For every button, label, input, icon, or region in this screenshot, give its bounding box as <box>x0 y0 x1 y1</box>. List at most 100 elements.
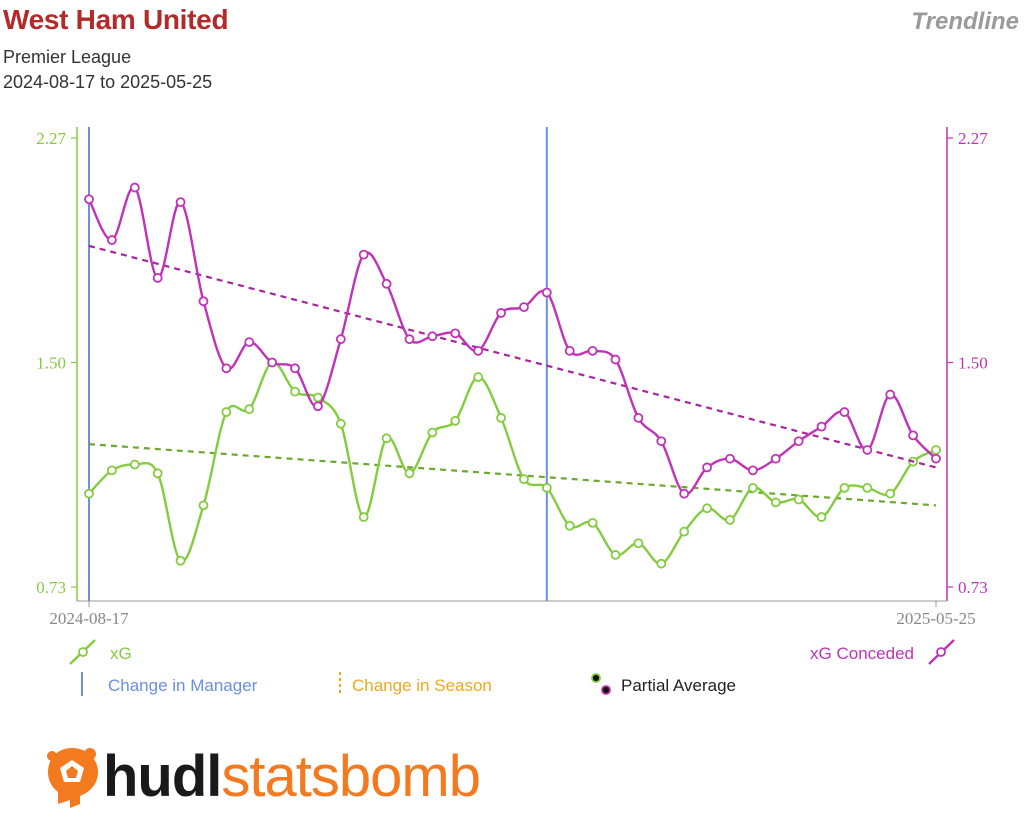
xg-conceded-point <box>610 354 621 365</box>
xg-conceded-point <box>885 389 896 400</box>
xg-point <box>770 497 781 508</box>
xg-point <box>106 465 117 476</box>
xg-point <box>793 494 804 505</box>
legend-season-change-label: Change in Season <box>352 676 492 695</box>
y-tick-label-right: 2.27 <box>958 129 988 148</box>
xg-conceded-point <box>770 453 781 464</box>
legend-xg-marker <box>78 647 88 657</box>
xg-point <box>541 482 552 493</box>
xg-conceded-point <box>839 407 850 417</box>
xg-point <box>725 515 735 525</box>
xg-conceded-point <box>519 302 529 313</box>
xg-conceded-point <box>450 328 461 339</box>
xg-conceded-point <box>427 331 438 342</box>
xg-point <box>496 412 506 423</box>
brand-statsbomb: statsbomb <box>221 744 481 809</box>
xg-conceded-point <box>381 278 392 289</box>
y-tick-label-right: 1.50 <box>958 354 988 373</box>
xg-conceded-point <box>633 412 644 423</box>
xg-conceded-point <box>358 249 369 260</box>
xg-point <box>862 482 873 493</box>
xg-point <box>679 526 690 537</box>
chart-axes: 0.73 0.73 1.50 1.50 2.27 2.27 2024-08-17 2025-0… <box>36 127 988 628</box>
xg-point <box>404 468 415 479</box>
xg-point <box>610 550 621 560</box>
xg-conceded-point <box>725 453 735 464</box>
xg-point <box>221 407 232 417</box>
xg-point <box>702 503 712 514</box>
y-tick-label-right: 0.73 <box>958 578 988 597</box>
xg-conceded-point <box>862 445 873 455</box>
legend-partial-average-xg-marker <box>591 673 601 683</box>
legend-xg-conceded-label: xG Conceded <box>810 644 914 663</box>
xg-point <box>633 538 644 549</box>
xg-conceded-point <box>656 436 667 447</box>
statsbomb-logo-icon <box>47 748 98 808</box>
xg-point <box>519 474 529 485</box>
xg-conceded-point <box>473 345 484 356</box>
xg-point <box>129 459 140 470</box>
xg-trendline <box>88 443 937 507</box>
xg-conceded-point <box>587 345 598 356</box>
xg-point <box>335 418 346 429</box>
xg-point <box>84 488 94 499</box>
xg-conceded-point <box>175 197 186 208</box>
xg-point <box>885 488 896 499</box>
xg-point <box>175 555 186 566</box>
xg-conceded-point <box>106 235 117 245</box>
x-tick-label: 2025-05-25 <box>896 609 975 628</box>
xg-conceded-point <box>129 182 140 193</box>
xg-conceded-point <box>702 462 712 473</box>
team-title: West Ham United <box>3 4 229 35</box>
xg-conceded-point <box>221 363 232 374</box>
legend-partial-average-label: Partial Average <box>621 676 736 695</box>
y-tick-label-left: 0.73 <box>36 578 66 597</box>
chart-type-tag: Trendline <box>911 8 1019 35</box>
xg-conceded-point <box>908 430 919 441</box>
xg-point <box>152 468 163 479</box>
xg-conceded-point <box>290 363 300 374</box>
xg-conceded-point <box>931 453 941 464</box>
xg-conceded-point <box>747 465 758 476</box>
x-tick-label: 2024-08-17 <box>49 609 129 628</box>
brand-hudl: hudl <box>103 744 222 809</box>
xg-point <box>931 445 941 455</box>
xg-point <box>839 482 850 493</box>
xg-point <box>816 512 827 522</box>
xg-point <box>290 386 300 397</box>
xg-point <box>198 500 209 511</box>
xg-point <box>450 415 461 426</box>
xg-point <box>313 392 323 403</box>
xg-conceded-point <box>335 334 346 345</box>
xg-point <box>473 372 484 382</box>
legend-partial-average-conceded-marker <box>601 685 611 695</box>
xg-conceded-point <box>816 421 827 432</box>
xg-conceded-point <box>313 401 323 412</box>
legend-marks <box>69 639 955 696</box>
xg-conceded-point <box>152 273 163 283</box>
xg-point <box>656 558 667 569</box>
xg-point <box>381 433 392 444</box>
xg-series-line <box>88 361 937 565</box>
xg-conceded-point <box>404 334 415 345</box>
xg-conceded-point <box>793 436 804 447</box>
xg-point <box>427 427 438 438</box>
xg-conceded-point <box>267 357 278 368</box>
xg-point <box>358 512 369 522</box>
legend-xg-conceded-marker <box>936 647 946 657</box>
xg-conceded-point <box>84 194 94 205</box>
xg-conceded-point <box>244 337 255 347</box>
xg-point <box>587 517 598 528</box>
y-tick-label-left: 2.27 <box>36 129 66 148</box>
xg-point <box>244 404 255 415</box>
xg-conceded-point <box>198 296 209 307</box>
xg-point <box>564 520 575 531</box>
xg-conceded-trendline <box>88 244 937 469</box>
chart-marks <box>84 127 941 601</box>
legend-manager-change-label: Change in Manager <box>108 676 258 695</box>
xg-conceded-point <box>496 308 506 318</box>
xg-conceded-point <box>564 345 575 356</box>
brand-wordmark: hudlstatsbomb <box>103 744 481 809</box>
legend-xg-label: xG <box>110 644 132 663</box>
